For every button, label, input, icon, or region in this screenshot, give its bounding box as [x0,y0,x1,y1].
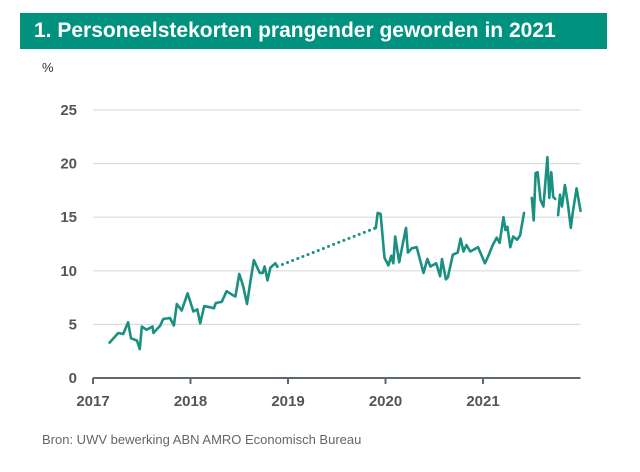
y-tick-label: 10 [60,263,77,280]
y-tick-label: 15 [60,209,77,226]
series-line [108,258,279,351]
y-axis-unit: % [42,60,54,75]
series-line [530,155,557,222]
x-tick-label: 2017 [76,393,109,410]
x-tick-label: 2019 [271,393,304,410]
y-tick-label: 5 [69,316,77,333]
series-line [374,211,526,281]
title-bar: 1. Personeelstekorten prangender geworde… [20,13,607,49]
x-tick-label: 2018 [174,393,207,410]
chart-title: 1. Personeelstekorten prangender geworde… [34,19,556,42]
y-tick-label: 25 [60,102,77,119]
y-tick-label: 20 [60,156,77,173]
x-tick-label: 2021 [466,393,499,410]
series-line-interpolated [275,226,378,268]
series-line [556,183,582,230]
x-tick-label: 2020 [369,393,402,410]
y-tick-label: 0 [69,370,77,387]
source-note: Bron: UWV bewerking ABN AMRO Economisch … [42,432,362,447]
